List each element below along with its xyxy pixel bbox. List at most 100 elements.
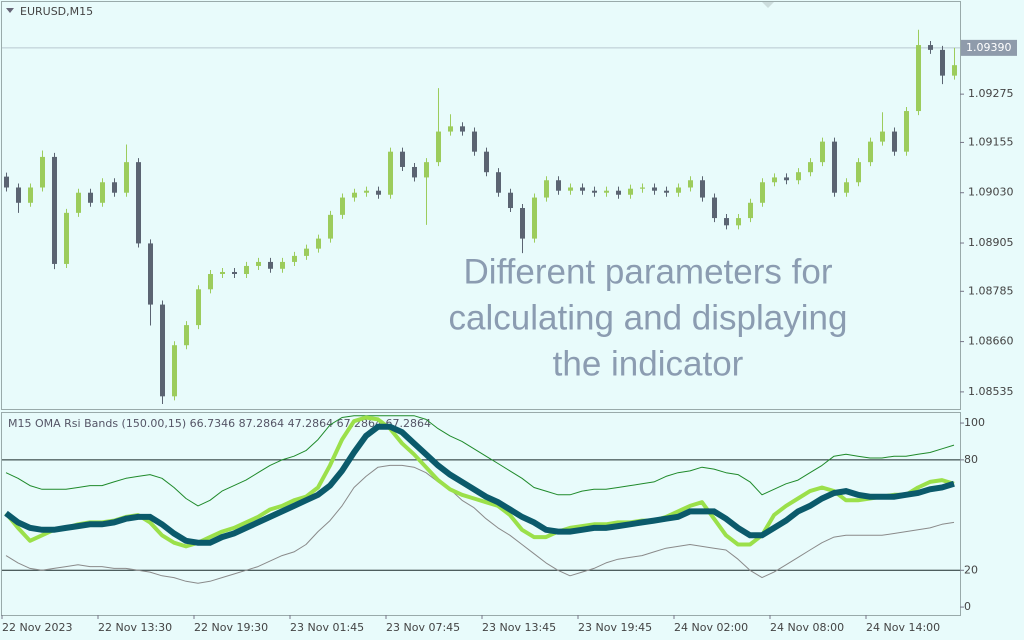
candle-body [592, 190, 597, 193]
candle-body [376, 190, 381, 195]
x-tick-label: 23 Nov 13:45 [482, 621, 556, 634]
candle-body [676, 187, 681, 193]
candle-body [928, 45, 933, 50]
y-tick-label: 1.09030 [968, 186, 1014, 199]
candle-body [172, 345, 177, 397]
y-tick-label: 1.08905 [968, 236, 1014, 249]
y-tick-label: 1.08660 [968, 335, 1014, 348]
indicator-line [4, 423, 955, 546]
candle-body [904, 111, 909, 152]
y-tick-label: 1.08785 [968, 284, 1014, 297]
menu-arrow[interactable] [6, 8, 14, 13]
candle-body [136, 162, 141, 244]
candle-body [280, 261, 285, 269]
candle-body [40, 156, 45, 188]
candle-body [52, 156, 57, 264]
candle-body [856, 162, 861, 183]
candle-body [148, 243, 153, 305]
annotation-line: Different parameters for [464, 252, 833, 291]
candle-body [568, 187, 573, 191]
last-price-box [961, 39, 1017, 56]
annotation-line: the indicator [553, 344, 744, 383]
candle-body [232, 271, 237, 274]
candle-body [700, 180, 705, 198]
indicator-line [5, 415, 955, 507]
candle-body [460, 126, 465, 132]
candle-body [160, 304, 165, 397]
y-tick-label: 20 [964, 563, 978, 576]
y-tick-label: 1.08535 [968, 385, 1014, 398]
x-tick-label: 22 Nov 2023 [2, 621, 72, 634]
candle-body [424, 162, 429, 178]
symbol-title: EURUSD,M15 [20, 5, 93, 18]
candle-body [748, 202, 753, 219]
candle-body [940, 49, 945, 76]
candle-body [544, 180, 549, 198]
candle-body [100, 182, 105, 203]
x-tick-label: 22 Nov 13:30 [98, 621, 172, 634]
candle-body [448, 126, 453, 132]
indicator-line [4, 415, 955, 549]
x-tick-label: 24 Nov 02:00 [674, 621, 748, 634]
candle-body [256, 261, 261, 266]
candle-body [112, 182, 117, 193]
candle-body [736, 218, 741, 226]
indicator-title: M15 OMA Rsi Bands (150.00,15) 66.7346 87… [8, 417, 431, 430]
candle-body [388, 151, 393, 195]
candle-body [244, 265, 249, 274]
candle-body [196, 289, 201, 326]
candle-body [208, 274, 213, 290]
candle-body [796, 172, 801, 181]
candle-body [640, 187, 645, 189]
indicator-pane-border [1, 412, 961, 616]
candle-body [784, 177, 789, 181]
indicator-line [5, 464, 955, 584]
candle-body [472, 131, 477, 152]
candle-body [352, 192, 357, 198]
x-tick-label: 23 Nov 19:45 [578, 621, 652, 634]
y-tick-label: 1.09275 [968, 87, 1014, 100]
candle-body [400, 151, 405, 167]
candle-body [604, 190, 609, 193]
candle-body [304, 248, 309, 256]
last-price-label: 1.09390 [966, 41, 1012, 54]
x-tick-label: 22 Nov 19:30 [194, 621, 268, 634]
candle-body [340, 197, 345, 215]
candle-body [820, 141, 825, 163]
candle-body [868, 141, 873, 163]
candle-body [892, 131, 897, 152]
x-tick-label: 23 Nov 07:45 [386, 621, 460, 634]
annotation: Different parameters for calculating and … [449, 252, 848, 383]
candle-body [364, 190, 369, 193]
candle-body [496, 172, 501, 193]
candle-body [124, 162, 129, 193]
y-tick-label: 1.09155 [968, 135, 1014, 148]
candle-body [4, 176, 9, 188]
candle-body [436, 131, 441, 163]
candle-body [64, 212, 69, 264]
candle-body [184, 325, 189, 346]
candle-body [916, 45, 921, 112]
candle-body [220, 271, 225, 274]
y-tick-label: 0 [964, 600, 971, 613]
candle-body [508, 192, 513, 209]
candle-body [712, 197, 717, 219]
candle-body [16, 187, 21, 203]
candle-body [952, 65, 957, 76]
candle-body [652, 187, 657, 191]
x-tick-label: 24 Nov 14:00 [866, 621, 940, 634]
candle-body [484, 151, 489, 173]
candle-body [772, 177, 777, 183]
candle-body [412, 166, 417, 178]
x-tick-label: 24 Nov 08:00 [770, 621, 844, 634]
candle-body [292, 255, 297, 262]
candle-body [760, 182, 765, 203]
annotation-line: calculating and displaying [449, 298, 848, 337]
price-pane-border [1, 1, 961, 410]
candle-body [880, 131, 885, 142]
y-tick-label: 100 [964, 416, 985, 429]
candle-body [556, 180, 561, 191]
candle-body [520, 208, 525, 239]
candle-body [76, 192, 81, 213]
